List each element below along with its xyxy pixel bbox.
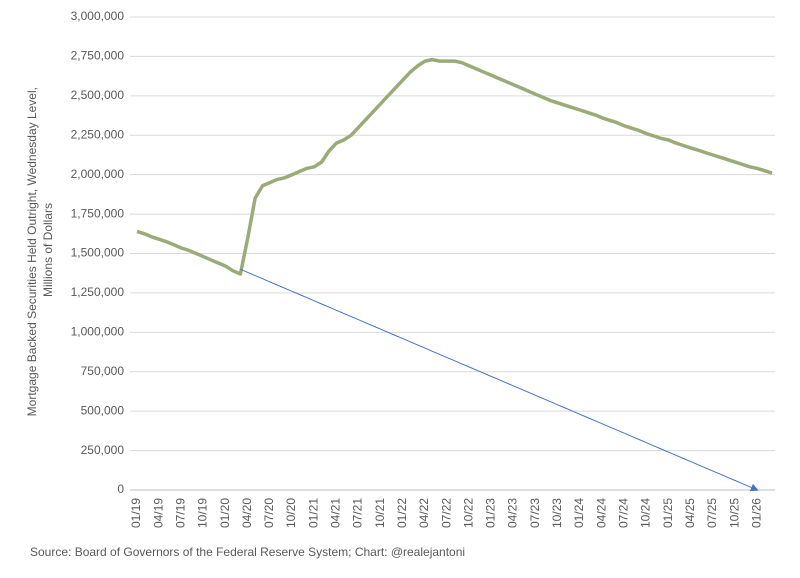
y-tick-label: 1,000,000 — [71, 325, 125, 339]
y-tick-label: 250,000 — [81, 443, 125, 457]
x-tick-label: 07/20 — [262, 498, 276, 528]
x-tick-label: 07/19 — [173, 498, 187, 528]
data-line — [136, 57, 773, 276]
x-tick-label: 04/24 — [594, 498, 608, 528]
x-tick-label: 04/25 — [683, 498, 697, 528]
y-axis-label-line: Millions of Dollars — [41, 203, 55, 297]
trend-arrow — [240, 268, 759, 492]
x-tick-label: 10/21 — [373, 498, 387, 528]
x-tick-label: 01/19 — [129, 498, 143, 528]
x-tick-label: 07/23 — [528, 498, 542, 528]
x-tick-label: 04/21 — [329, 498, 343, 528]
x-tick-label: 01/20 — [218, 498, 232, 528]
x-tick-label: 07/22 — [439, 498, 453, 528]
x-tick-label: 07/21 — [351, 498, 365, 528]
x-tick-label: 10/20 — [284, 498, 298, 528]
y-tick-label: 1,250,000 — [71, 285, 125, 299]
y-tick-label: 1,500,000 — [71, 246, 125, 260]
y-tick-label: 2,250,000 — [71, 127, 125, 141]
x-tick-label: 01/24 — [572, 498, 586, 528]
x-tick-label: 04/19 — [151, 498, 165, 528]
x-tick-label: 04/23 — [506, 498, 520, 528]
x-tick-label: 10/25 — [727, 498, 741, 528]
x-tick-label: 10/19 — [196, 498, 210, 528]
x-tick-label: 10/23 — [550, 498, 564, 528]
x-tick-label: 04/20 — [240, 498, 254, 528]
y-tick-label: 3,000,000 — [71, 9, 125, 23]
y-tick-label: 2,750,000 — [71, 49, 125, 63]
x-tick-label: 07/24 — [616, 498, 630, 528]
x-tick-label: 01/25 — [661, 498, 675, 528]
y-tick-label: 0 — [117, 482, 124, 496]
source-note: Source: Board of Governors of the Federa… — [30, 545, 465, 559]
y-axis-label-line: Mortgage Backed Securities Held Outright… — [25, 87, 39, 416]
y-tick-label: 750,000 — [81, 364, 125, 378]
x-tick-label: 01/21 — [306, 498, 320, 528]
y-axis-label: Mortgage Backed Securities Held Outright… — [25, 84, 55, 417]
x-tick-label: 04/22 — [417, 498, 431, 528]
x-tick-label: 07/25 — [705, 498, 719, 528]
x-tick-label: 01/23 — [484, 498, 498, 528]
x-tick-label: 01/22 — [395, 498, 409, 528]
x-tick-label: 10/22 — [461, 498, 475, 528]
y-tick-label: 500,000 — [81, 403, 125, 417]
x-tick-label: 01/26 — [749, 498, 763, 528]
x-tick-label: 10/24 — [639, 498, 653, 528]
y-tick-label: 2,000,000 — [71, 167, 125, 181]
y-tick-label: 1,750,000 — [71, 206, 125, 220]
y-tick-label: 2,500,000 — [71, 88, 125, 102]
